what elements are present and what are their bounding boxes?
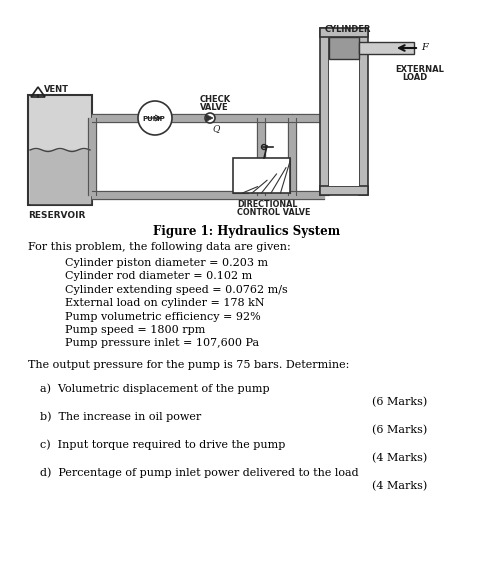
- Text: (6 Marks): (6 Marks): [372, 397, 427, 407]
- Text: PUMP: PUMP: [142, 116, 165, 122]
- Bar: [359, 42, 414, 54]
- Text: (6 Marks): (6 Marks): [372, 425, 427, 435]
- Text: Cylinder rod diameter = 0.102 m: Cylinder rod diameter = 0.102 m: [65, 271, 252, 281]
- Bar: [233, 158, 290, 193]
- Text: CHECK: CHECK: [200, 95, 231, 104]
- Text: DIRECTIONAL: DIRECTIONAL: [237, 200, 297, 209]
- Circle shape: [138, 101, 172, 135]
- Bar: [329, 37, 359, 59]
- Text: a)  Volumetric displacement of the pump: a) Volumetric displacement of the pump: [40, 383, 270, 394]
- Text: CONTROL VALVE: CONTROL VALVE: [237, 208, 311, 217]
- Text: Q: Q: [212, 125, 219, 133]
- Bar: [28, 95, 92, 205]
- Bar: [320, 28, 368, 37]
- Circle shape: [205, 113, 215, 123]
- Text: b)  The increase in oil power: b) The increase in oil power: [40, 412, 201, 422]
- Text: External load on cylinder = 178 kN: External load on cylinder = 178 kN: [65, 298, 265, 308]
- Text: LOAD: LOAD: [402, 73, 427, 82]
- Text: c)  Input torque required to drive the pump: c) Input torque required to drive the pu…: [40, 439, 285, 450]
- Text: (4 Marks): (4 Marks): [372, 481, 427, 492]
- Bar: [329, 37, 359, 186]
- Text: Cylinder piston diameter = 0.203 m: Cylinder piston diameter = 0.203 m: [65, 257, 268, 268]
- Text: For this problem, the following data are given:: For this problem, the following data are…: [28, 242, 291, 252]
- Bar: [359, 28, 368, 195]
- Bar: [320, 186, 368, 195]
- Text: Figure 1: Hydraulics System: Figure 1: Hydraulics System: [153, 225, 340, 238]
- Text: Pump volumetric efficiency = 92%: Pump volumetric efficiency = 92%: [65, 311, 261, 321]
- Text: d)  Percentage of pump inlet power delivered to the load: d) Percentage of pump inlet power delive…: [40, 468, 358, 478]
- Text: The output pressure for the pump is 75 bars. Determine:: The output pressure for the pump is 75 b…: [28, 360, 350, 370]
- Text: (4 Marks): (4 Marks): [372, 453, 427, 463]
- Bar: [320, 28, 329, 195]
- Text: RESERVOIR: RESERVOIR: [28, 211, 85, 220]
- Text: EXTERNAL: EXTERNAL: [395, 65, 444, 74]
- Text: CYLINDER: CYLINDER: [325, 25, 372, 34]
- Text: Pump speed = 1800 rpm: Pump speed = 1800 rpm: [65, 325, 206, 335]
- Text: VALVE: VALVE: [200, 103, 229, 112]
- Text: Pump pressure inlet = 107,600 Pa: Pump pressure inlet = 107,600 Pa: [65, 338, 259, 349]
- Text: Cylinder extending speed = 0.0762 m/s: Cylinder extending speed = 0.0762 m/s: [65, 285, 288, 294]
- Text: F: F: [421, 44, 428, 53]
- Text: VENT: VENT: [44, 85, 69, 94]
- Polygon shape: [206, 115, 213, 121]
